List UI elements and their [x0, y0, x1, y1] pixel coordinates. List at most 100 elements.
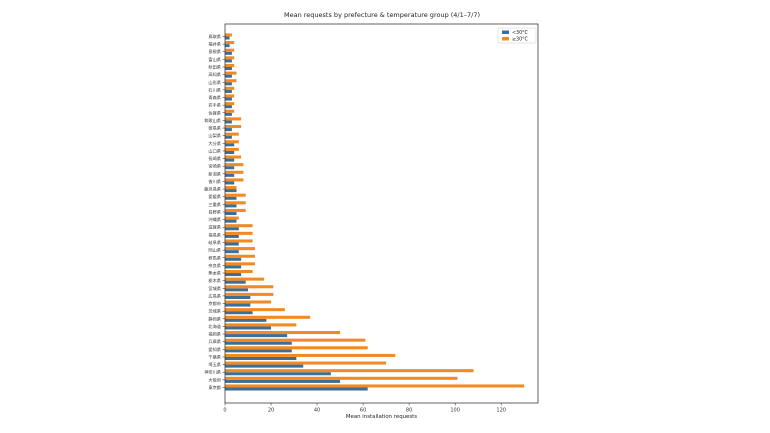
bar-below-30-13: [225, 288, 249, 292]
y-axis: 東京都大阪府神奈川県埼玉県千葉県愛知県兵庫県福岡県北海道静岡県茨城県京都府広島県…: [204, 33, 225, 391]
bar-at-least-30-18: [225, 247, 255, 251]
y-tick-label: 広島県: [208, 292, 221, 299]
bar-at-least-30-20: [225, 231, 253, 235]
y-tick-label: 奈良県: [208, 262, 221, 269]
y-tick-label: 島根県: [208, 48, 221, 55]
y-tick-label: 滋賀県: [208, 224, 221, 231]
y-tick-label: 群馬県: [208, 254, 221, 261]
y-tick-label: 和歌山県: [204, 117, 221, 124]
y-tick-label: 大分県: [208, 140, 221, 147]
bar-below-30-36: [225, 112, 232, 116]
bar-below-30-3: [225, 364, 304, 368]
bar-at-least-30-44: [225, 48, 235, 52]
bar-at-least-30-43: [225, 56, 235, 60]
bar-below-30-16: [225, 265, 242, 269]
bar-below-30-0: [225, 387, 368, 391]
y-tick-label: 高知県: [208, 71, 221, 78]
bar-at-least-30-30: [225, 155, 242, 159]
x-tick-label: 60: [360, 408, 366, 414]
bar-at-least-30-26: [225, 186, 237, 190]
bar-below-30-14: [225, 280, 246, 284]
y-tick-label: 岩手県: [208, 102, 221, 109]
bar-at-least-30-15: [225, 269, 253, 274]
bar-at-least-30-34: [225, 124, 242, 129]
bar-at-least-30-37: [225, 102, 235, 106]
y-tick-label: 長野県: [208, 208, 221, 215]
bar-below-30-6: [225, 341, 292, 345]
y-tick-label: 沖縄県: [208, 216, 221, 223]
y-tick-label: 石川県: [208, 87, 221, 93]
y-tick-label: 鳥取県: [208, 33, 221, 40]
bar-below-30-19: [225, 242, 239, 246]
bar-below-30-7: [225, 334, 288, 338]
y-tick-label: 佐賀県: [208, 109, 221, 116]
y-tick-label: 富山県: [208, 56, 221, 63]
bar-at-least-30-25: [225, 193, 246, 197]
bar-at-least-30-28: [225, 170, 244, 174]
bar-at-least-30-10: [225, 308, 285, 312]
bar-at-least-30-23: [225, 208, 246, 212]
y-tick-label: 秋田県: [208, 63, 221, 70]
y-tick-label: 山梨県: [208, 132, 221, 139]
bar-at-least-30-35: [225, 117, 242, 121]
bar-at-least-30-16: [225, 262, 255, 266]
y-tick-label: 愛媛県: [208, 193, 221, 200]
y-tick-label: 鹿児島県: [204, 186, 221, 193]
y-tick-label: 三重県: [208, 201, 221, 208]
x-tick-label: 120: [496, 408, 506, 414]
bar-at-least-30-12: [225, 292, 274, 296]
legend-label-below-30: <30°C: [512, 30, 529, 36]
bar-below-30-37: [225, 105, 232, 109]
bar-at-least-30-5: [225, 346, 368, 350]
bar-at-least-30-32: [225, 140, 239, 144]
y-tick-label: 福井県: [208, 41, 221, 48]
y-tick-label: 神奈川県: [204, 369, 221, 376]
y-tick-label: 東京都: [208, 384, 221, 391]
x-tick-label: 100: [450, 408, 460, 414]
bar-at-least-30-2: [225, 369, 474, 373]
bar-below-30-25: [225, 196, 237, 200]
bar-at-least-30-19: [225, 239, 253, 243]
bar-below-30-42: [225, 66, 232, 71]
y-tick-label: 北海道: [208, 323, 221, 330]
bar-below-30-23: [225, 211, 237, 216]
bar-at-least-30-21: [225, 224, 253, 228]
x-axis-label: Mean installation requests: [346, 414, 417, 420]
y-tick-label: 青森県: [208, 94, 221, 101]
bar-at-least-30-45: [225, 41, 235, 45]
x-tick-label: 40: [314, 408, 320, 414]
bar-below-30-26: [225, 189, 237, 193]
bar-below-30-8: [225, 326, 272, 330]
bar-at-least-30-14: [225, 277, 265, 281]
bar-below-30-22: [225, 219, 237, 223]
y-tick-label: 埼玉県: [208, 361, 221, 368]
bar-below-30-32: [225, 143, 235, 147]
y-tick-label: 岐阜県: [208, 239, 221, 246]
y-tick-label: 徳島県: [208, 125, 221, 132]
y-tick-label: 山口県: [208, 147, 221, 154]
bar-below-30-11: [225, 303, 251, 307]
bar-at-least-30-36: [225, 109, 235, 113]
y-tick-label: 茨城県: [208, 308, 221, 315]
y-tick-label: 静岡県: [208, 315, 221, 322]
legend: <30°C ≥30°C: [497, 27, 537, 44]
legend-swatch-below-30: [502, 30, 509, 34]
bar-below-30-43: [225, 59, 232, 63]
legend-swatch-at-least-30: [502, 37, 509, 41]
y-tick-label: 福岡県: [208, 331, 221, 338]
bar-below-30-27: [225, 181, 235, 185]
bar-at-least-30-1: [225, 376, 458, 380]
bar-at-least-30-46: [225, 33, 232, 37]
y-tick-label: 栃木県: [208, 277, 221, 284]
bar-below-30-40: [225, 82, 232, 86]
bar-at-least-30-33: [225, 132, 239, 136]
bar-at-least-30-7: [225, 331, 341, 335]
bar-below-30-15: [225, 273, 242, 277]
bar-at-least-30-31: [225, 147, 239, 151]
y-tick-label: 大阪府: [208, 376, 221, 383]
bar-at-least-30-3: [225, 361, 387, 365]
bar-at-least-30-9: [225, 315, 311, 319]
x-tick-label: 20: [268, 408, 274, 414]
bar-at-least-30-29: [225, 163, 244, 167]
